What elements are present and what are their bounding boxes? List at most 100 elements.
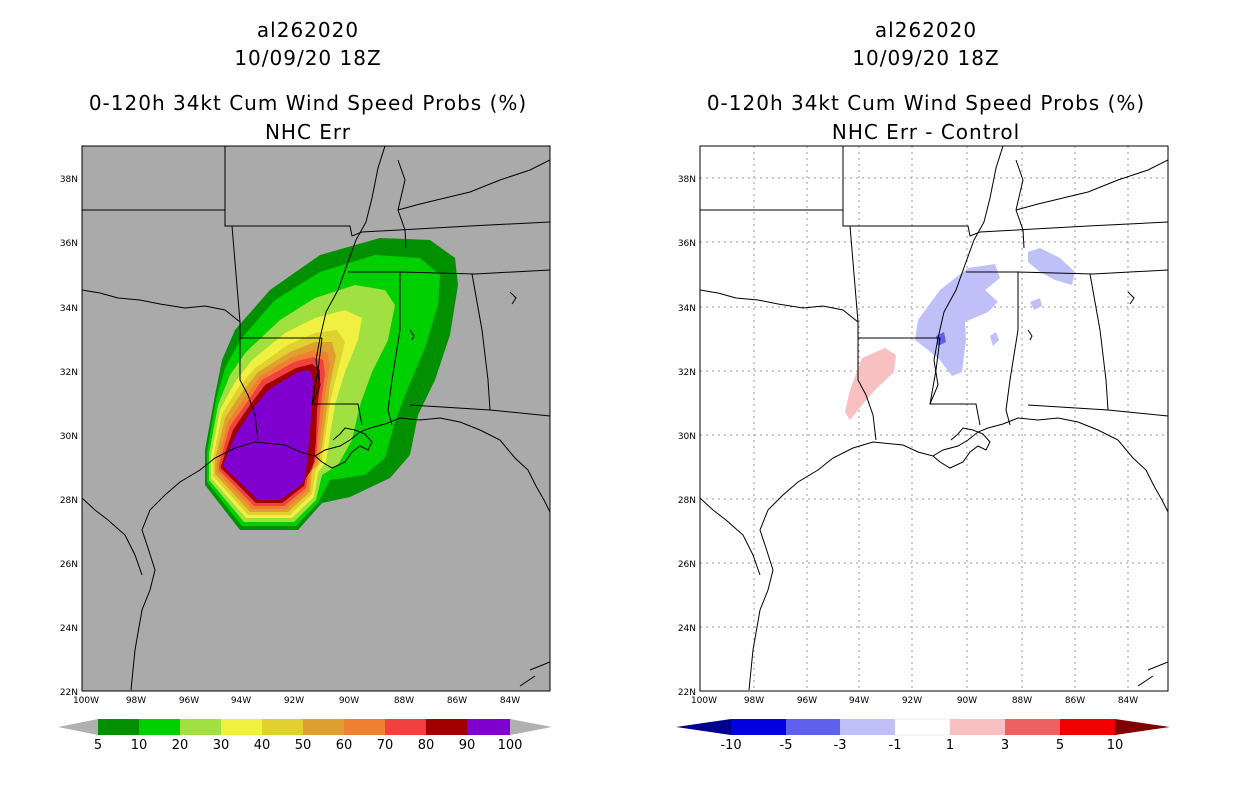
- contour-90: [223, 370, 313, 500]
- right-lat-label: 28N: [678, 496, 696, 506]
- right-product-title: 0-120h 34kt Cum Wind Speed Probs (%): [706, 91, 1146, 115]
- left-colorbar-swatch: [385, 719, 426, 735]
- left-colorbar-label: 60: [336, 738, 353, 753]
- left-lat-label: 30N: [60, 432, 78, 442]
- left-colorbar-swatch: [467, 719, 510, 735]
- left-lon-axis: 100W 98W 96W 94W 92W 90W 88W 86W 84W: [73, 696, 520, 706]
- left-product-title: 0-120h 34kt Cum Wind Speed Probs (%): [88, 91, 528, 115]
- left-colorbar-swatch: [98, 719, 139, 735]
- right-colorbar-swatch: [731, 719, 786, 735]
- right-colorbar-label: 1: [946, 738, 954, 753]
- left-lon-label: 84W: [500, 696, 520, 706]
- right-colorbar-label: -1: [889, 738, 902, 753]
- right-colorbar-swatch: [1005, 719, 1060, 735]
- right-lon-label: 98W: [744, 696, 764, 706]
- right-lon-label: 96W: [797, 696, 817, 706]
- left-colorbar-high-end: [510, 719, 552, 735]
- right-colorbar-high-end: [1115, 719, 1170, 735]
- right-colorbar-low-end: [676, 719, 731, 735]
- right-lon-axis: 100W 98W 96W 94W 92W 90W 88W 86W 84W: [691, 696, 1138, 706]
- right-lon-label: 92W: [902, 696, 922, 706]
- left-datetime: 10/09/20 18Z: [234, 46, 382, 70]
- right-storm-id: al262020: [874, 18, 978, 42]
- left-lon-label: 92W: [284, 696, 304, 706]
- right-colorbar-swatch: [950, 719, 1005, 735]
- diff-negative-area: [1028, 248, 1075, 285]
- left-colorbar-swatch: [262, 719, 303, 735]
- left-colorbar-label: 80: [418, 738, 435, 753]
- left-subtitle: NHC Err: [264, 120, 352, 144]
- left-lon-label: 90W: [339, 696, 359, 706]
- left-lat-label: 28N: [60, 496, 78, 506]
- left-probability-contours: [82, 146, 550, 691]
- right-colorbar-swatch: [894, 718, 951, 736]
- right-colorbar-swatch: [840, 719, 895, 735]
- right-colorbar-swatch: [786, 719, 840, 735]
- right-map-frame: [699, 145, 1169, 692]
- right-colorbar-swatch: [1060, 719, 1115, 735]
- left-lat-label: 38N: [60, 175, 78, 185]
- right-lat-label: 38N: [678, 175, 696, 185]
- left-colorbar-label: 5: [94, 738, 102, 753]
- left-colorbar-swatch: [344, 719, 385, 735]
- left-map-frame: [81, 145, 551, 692]
- left-lon-label: 86W: [447, 696, 467, 706]
- left-lon-label: 88W: [394, 696, 414, 706]
- left-colorbar-low-end: [58, 719, 98, 735]
- right-lat-label: 32N: [678, 368, 696, 378]
- left-colorbar-label: 70: [377, 738, 394, 753]
- left-lat-label: 32N: [60, 368, 78, 378]
- left-colorbar-label: 10: [131, 738, 148, 753]
- right-lat-label: 26N: [678, 560, 696, 570]
- right-lon-label: 94W: [849, 696, 869, 706]
- left-colorbar-label: 50: [295, 738, 312, 753]
- left-colorbar-label: 30: [213, 738, 230, 753]
- left-lat-label: 24N: [60, 624, 78, 634]
- left-lon-label: 96W: [179, 696, 199, 706]
- left-colorbar-swatch: [221, 719, 262, 735]
- right-map-background: [700, 146, 1168, 691]
- right-lat-label: 34N: [678, 304, 696, 314]
- right-lon-label: 84W: [1118, 696, 1138, 706]
- right-lon-label: 86W: [1065, 696, 1085, 706]
- right-colorbar-label: -10: [720, 738, 741, 753]
- left-colorbar-swatch: [139, 719, 180, 735]
- right-lat-label: 22N: [678, 688, 696, 698]
- left-colorbar-swatch: [426, 719, 467, 735]
- left-storm-id: al262020: [256, 18, 360, 42]
- right-map-content: [700, 146, 1168, 691]
- left-lon-label: 94W: [231, 696, 251, 706]
- right-lon-label: 100W: [691, 696, 717, 706]
- right-datetime: 10/09/20 18Z: [852, 46, 1000, 70]
- right-colorbar-label: 5: [1056, 738, 1064, 753]
- left-lat-axis: 38N 36N 34N 32N 30N 28N 26N 24N 22N: [60, 175, 78, 698]
- diff-positive-area: [845, 348, 896, 420]
- left-colorbar-swatch: [180, 719, 221, 735]
- left-lat-label: 36N: [60, 239, 78, 249]
- right-lat-axis: 38N 36N 34N 32N 30N 28N 26N 24N 22N: [678, 175, 696, 698]
- right-colorbar-label: 10: [1107, 738, 1124, 753]
- right-subtitle: NHC Err - Control: [831, 120, 1021, 144]
- left-colorbar-label: 90: [459, 738, 476, 753]
- right-lat-label: 36N: [678, 239, 696, 249]
- right-colorbar-label: -3: [834, 738, 847, 753]
- left-colorbar-label: 20: [172, 738, 189, 753]
- left-lat-label: 34N: [60, 304, 78, 314]
- left-lon-label: 100W: [73, 696, 99, 706]
- right-lon-label: 88W: [1012, 696, 1032, 706]
- left-lat-label: 26N: [60, 560, 78, 570]
- left-lon-label: 98W: [126, 696, 146, 706]
- diff-negative-area: [990, 332, 999, 346]
- left-colorbar-label: 40: [254, 738, 271, 753]
- left-colorbar-label: 100: [498, 738, 523, 753]
- right-colorbar-label: 3: [1001, 738, 1009, 753]
- left-colorbar: 5 10 20 30 40 50 60 70 80 90 100: [58, 719, 552, 753]
- right-lat-label: 30N: [678, 432, 696, 442]
- diff-negative-area: [1030, 298, 1042, 310]
- right-lat-label: 24N: [678, 624, 696, 634]
- right-colorbar: -10 -5 -3 -1 1 3 5 10: [676, 718, 1170, 753]
- right-colorbar-label: -5: [780, 738, 793, 753]
- left-colorbar-swatch: [303, 719, 344, 735]
- right-lon-label: 90W: [957, 696, 977, 706]
